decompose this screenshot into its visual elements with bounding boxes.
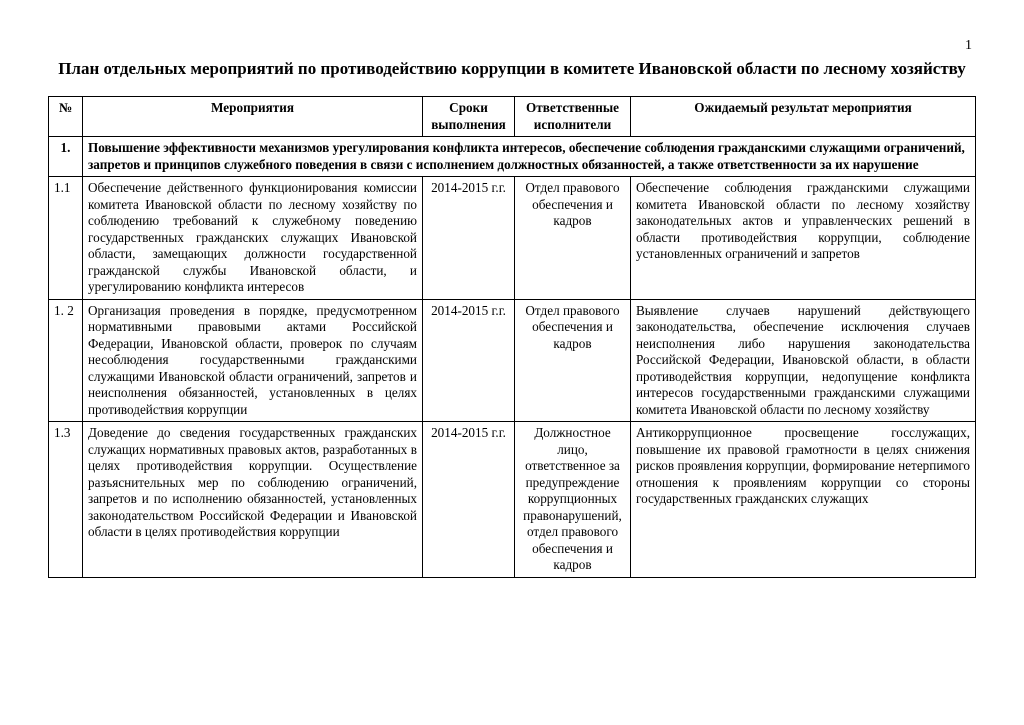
table-header-row: № Мероприятия Сроки выполнения Ответстве…	[49, 97, 976, 137]
row-executors: Должностное лицо, ответственное за преду…	[515, 422, 631, 578]
document-title: План отдельных мероприятий по противодей…	[48, 58, 976, 80]
col-header-result: Ожидаемый результат мероприятия	[631, 97, 976, 137]
col-header-executors: Ответственные исполнители	[515, 97, 631, 137]
col-header-num: №	[49, 97, 83, 137]
table-row: 1. 2 Организация проведения в порядке, п…	[49, 299, 976, 422]
row-event: Организация проведения в порядке, предус…	[83, 299, 423, 422]
row-executors: Отдел правового обеспечения и кадров	[515, 177, 631, 300]
row-num: 1. 2	[49, 299, 83, 422]
row-num: 1.1	[49, 177, 83, 300]
row-result: Выявление случаев нарушений действующего…	[631, 299, 976, 422]
row-event: Доведение до сведения государственных гр…	[83, 422, 423, 578]
document-page: 1 План отдельных мероприятий по противод…	[0, 0, 1024, 725]
table-row: 1.3 Доведение до сведения государственны…	[49, 422, 976, 578]
row-time: 2014-2015 г.г.	[423, 422, 515, 578]
row-result: Антикоррупционное просвещение госслужащи…	[631, 422, 976, 578]
col-header-time: Сроки выполнения	[423, 97, 515, 137]
row-event: Обеспечение действенного функционировани…	[83, 177, 423, 300]
page-number: 1	[965, 38, 972, 54]
section-title: Повышение эффективности механизмов урегу…	[83, 137, 976, 177]
row-time: 2014-2015 г.г.	[423, 299, 515, 422]
section-row: 1. Повышение эффективности механизмов ур…	[49, 137, 976, 177]
table-row: 1.1 Обеспечение действенного функциониро…	[49, 177, 976, 300]
col-header-event: Мероприятия	[83, 97, 423, 137]
row-num: 1.3	[49, 422, 83, 578]
row-executors: Отдел правового обеспечения и кадров	[515, 299, 631, 422]
plan-table: № Мероприятия Сроки выполнения Ответстве…	[48, 96, 976, 578]
section-num: 1.	[49, 137, 83, 177]
row-time: 2014-2015 г.г.	[423, 177, 515, 300]
row-result: Обеспечение соблюдения гражданскими служ…	[631, 177, 976, 300]
